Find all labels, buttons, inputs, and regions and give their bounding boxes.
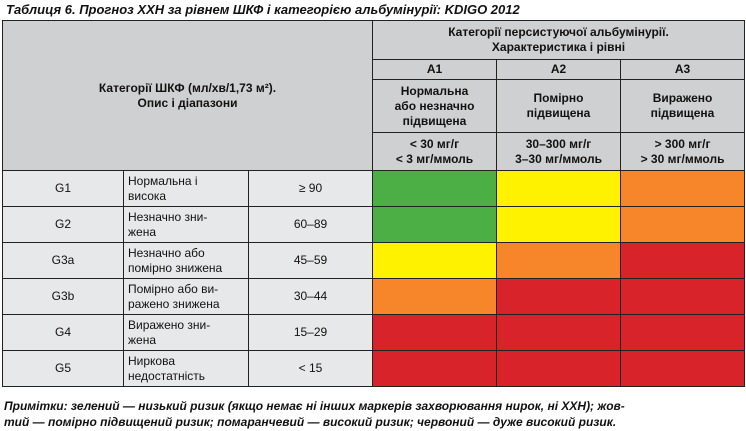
gfr-desc-line: Виражено зни- bbox=[128, 317, 211, 332]
gfr-header-line1: Категорії ШКФ (мл/хв/1,73 м²). bbox=[98, 80, 277, 95]
risk-cell-orange bbox=[620, 170, 746, 207]
gfr-desc-line: висока bbox=[128, 188, 167, 203]
gfr-desc-line: жена bbox=[128, 332, 157, 347]
gfr-desc-line: помірно знижена bbox=[128, 260, 223, 275]
gfr-desc-line: Помірно або ви- bbox=[128, 281, 219, 296]
risk-cell-red bbox=[620, 242, 746, 279]
gfr-description: Виражено зни-жена bbox=[123, 314, 249, 351]
gfr-code: G3b bbox=[2, 278, 124, 315]
a2-range-line: 3–30 мг/ммоль bbox=[515, 151, 602, 166]
table-row: G2 Незначно зни-жена 60–89 bbox=[2, 206, 746, 243]
risk-cell-red bbox=[372, 314, 498, 351]
gfr-description: Нормальна і висока bbox=[123, 170, 249, 207]
risk-cell-green bbox=[372, 206, 498, 243]
table-notes: Примітки: зелений — низький ризик (якщо … bbox=[4, 398, 742, 430]
gfr-code: G5 bbox=[2, 350, 124, 387]
gfr-description: Помірно або ви-ражено знижена bbox=[123, 278, 249, 315]
a1-description: Нормальна або незначно підвищена bbox=[372, 79, 498, 133]
notes-line1: Примітки: зелений — низький ризик (якщо … bbox=[4, 399, 625, 413]
gfr-range: ≥ 90 bbox=[247, 170, 374, 207]
gfr-range: 30–44 bbox=[247, 278, 374, 315]
a1-range-line: < 30 мг/г bbox=[409, 136, 460, 151]
gfr-range: 15–29 bbox=[247, 314, 374, 351]
risk-cell-red bbox=[496, 314, 622, 351]
a2-description: Помірно підвищена bbox=[496, 79, 622, 133]
gfr-code: G3a bbox=[2, 242, 124, 279]
a3-range-line: > 30 мг/ммоль bbox=[640, 151, 725, 166]
risk-cell-orange bbox=[496, 242, 622, 279]
gfr-range: < 15 bbox=[247, 350, 374, 387]
a2-range-line: 30–300 мг/г bbox=[525, 136, 592, 151]
albuminuria-header-line1: Категорії персистуючої альбумінурії. bbox=[448, 25, 669, 39]
gfr-code: G2 bbox=[2, 206, 124, 243]
a2-code: A2 bbox=[496, 59, 622, 80]
gfr-desc-line: Незначно або bbox=[128, 245, 205, 260]
risk-cell-red bbox=[620, 278, 746, 315]
risk-cell-red bbox=[620, 314, 746, 351]
a2-desc-line: Помірно bbox=[533, 91, 584, 105]
table-row: G1 Нормальна і висока ≥ 90 bbox=[2, 170, 746, 207]
table-title: Таблиця 6. Прогноз ХХН за рівнем ШКФ і к… bbox=[6, 2, 520, 17]
risk-cell-green bbox=[372, 170, 498, 207]
gfr-range: 60–89 bbox=[247, 206, 374, 243]
a3-range: > 300 мг/г > 30 мг/ммоль bbox=[620, 132, 746, 171]
gfr-description: Незначно або помірно знижена bbox=[123, 242, 249, 279]
a1-desc-line: або незначно bbox=[394, 98, 475, 113]
risk-cell-red bbox=[496, 278, 622, 315]
a3-description: Виражено підвищена bbox=[620, 79, 746, 133]
a2-range: 30–300 мг/г 3–30 мг/ммоль bbox=[496, 132, 622, 171]
notes-line2: тий — помірно підвищений ризик; помаранч… bbox=[4, 415, 617, 429]
a1-desc-line: підвищена bbox=[402, 113, 467, 128]
gfr-category-header: Категорії ШКФ (мл/хв/1,73 м²). Опис і ді… bbox=[1, 20, 374, 171]
gfr-desc-line: ражено знижена bbox=[128, 296, 220, 311]
kdigo-prognosis-table: Категорії ШКФ (мл/хв/1,73 м²). Опис і ді… bbox=[1, 20, 746, 387]
risk-cell-red bbox=[620, 350, 746, 387]
gfr-range: 45–59 bbox=[247, 242, 374, 279]
a1-desc-line: Нормальна bbox=[400, 83, 469, 98]
gfr-header-line2: Опис і діапазони bbox=[137, 95, 238, 110]
risk-cell-red bbox=[496, 350, 622, 387]
gfr-desc-line: Ниркова bbox=[128, 353, 176, 368]
gfr-description: Незначно зни-жена bbox=[123, 206, 249, 243]
a1-range-line: < 3 мг/ммоль bbox=[395, 151, 474, 166]
risk-cell-yellow bbox=[496, 170, 622, 207]
a1-code: A1 bbox=[372, 59, 498, 80]
albuminuria-category-header: Категорії персистуючої альбумінурії. Хар… bbox=[372, 20, 746, 60]
a1-range: < 30 мг/г < 3 мг/ммоль bbox=[372, 132, 498, 171]
risk-cell-red bbox=[372, 350, 498, 387]
risk-cell-orange bbox=[620, 206, 746, 243]
gfr-code: G4 bbox=[2, 314, 124, 351]
table-row: G4 Виражено зни-жена 15–29 bbox=[2, 314, 746, 351]
albuminuria-header-line2: Характеристика і рівні bbox=[491, 40, 626, 54]
risk-cell-orange bbox=[372, 278, 498, 315]
table-row: G5 Ниркова недостатність < 15 bbox=[2, 350, 746, 387]
a3-range-line: > 300 мг/г bbox=[654, 136, 711, 151]
gfr-desc-line: Нормальна і bbox=[128, 173, 198, 188]
gfr-rows: G1 Нормальна і висока ≥ 90 G2 Незначно зни-же… bbox=[2, 170, 746, 387]
a2-desc-line: підвищена bbox=[526, 106, 591, 120]
a3-desc-line: Виражено bbox=[652, 91, 713, 105]
gfr-desc-line: жена bbox=[128, 224, 157, 239]
gfr-desc-line: Незначно зни- bbox=[128, 209, 208, 224]
gfr-code: G1 bbox=[2, 170, 124, 207]
gfr-description: Ниркова недостатність bbox=[123, 350, 249, 387]
risk-cell-yellow bbox=[496, 206, 622, 243]
a3-desc-line: підвищена bbox=[650, 106, 715, 120]
table-row: G3a Незначно або помірно знижена 45–59 bbox=[2, 242, 746, 279]
gfr-desc-line: недостатність bbox=[128, 368, 206, 383]
table-row: G3b Помірно або ви-ражено знижена 30–44 bbox=[2, 278, 746, 315]
a3-code: A3 bbox=[620, 59, 746, 80]
risk-cell-yellow bbox=[372, 242, 498, 279]
